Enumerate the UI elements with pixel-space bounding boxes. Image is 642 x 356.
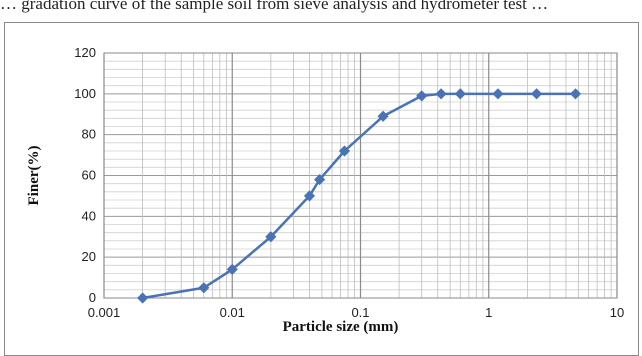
data-point-marker	[303, 190, 316, 202]
grid	[103, 52, 618, 299]
x-tick-label: 10	[610, 305, 624, 320]
data-point-marker	[137, 292, 149, 304]
data-point-marker	[314, 174, 326, 186]
plot-area-border	[103, 52, 618, 299]
data-point-marker	[226, 263, 238, 275]
data-point-marker	[377, 110, 389, 122]
data-point-marker	[492, 88, 504, 100]
data-point-marker	[454, 88, 466, 100]
x-tick-label: 0.01	[220, 305, 245, 320]
series-line	[142, 92, 576, 300]
labels: 0 20 40 60 80 100 120 0.001 0.01 0.1 1 10 Particle s…	[26, 45, 624, 335]
y-tick-label: 20	[82, 249, 96, 264]
x-tick-label: 1	[485, 305, 492, 320]
y-tick-label: 60	[82, 168, 96, 183]
y-tick-label: 80	[82, 127, 96, 142]
data-point-marker	[435, 88, 447, 100]
data-point-marker	[338, 145, 351, 157]
data-point-marker	[416, 90, 428, 102]
data-point-marker	[265, 231, 277, 243]
figure-caption: … gradation curve of the sample soil fro…	[0, 0, 549, 13]
data-point-marker	[569, 88, 582, 100]
x-tick-label: 0.1	[351, 305, 369, 320]
x-axis-title: Particle size (mm)	[283, 319, 399, 335]
y-tick-label: 0	[89, 290, 96, 305]
x-tick-label: 0.001	[88, 305, 121, 320]
y-tick-label: 100	[74, 86, 96, 101]
data-point-marker	[198, 282, 210, 294]
data-point-marker	[531, 88, 543, 100]
series	[137, 88, 582, 304]
axes	[103, 52, 618, 299]
y-tick-label: 40	[82, 208, 96, 223]
y-tick-label: 120	[74, 45, 96, 60]
y-axis-title: Finer(%)	[26, 146, 42, 206]
